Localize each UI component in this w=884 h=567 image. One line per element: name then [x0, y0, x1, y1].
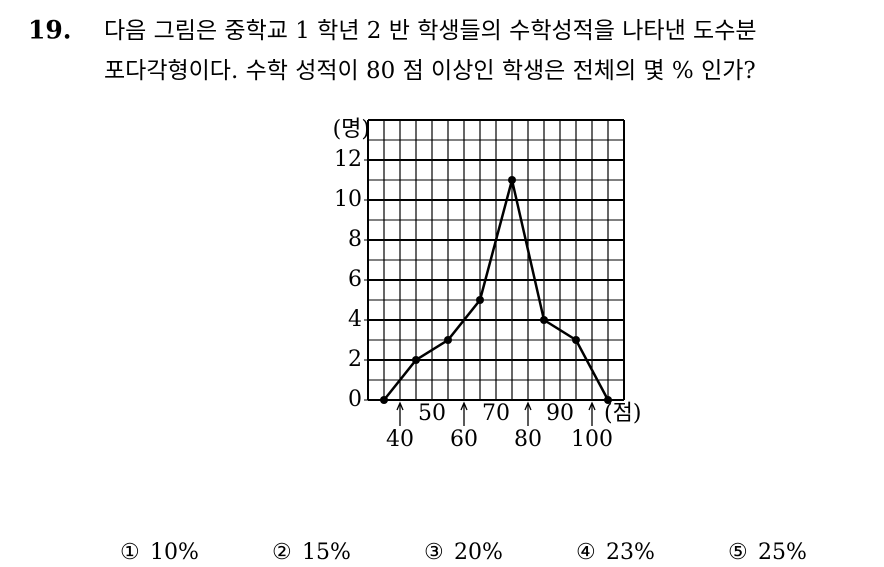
choice-text: 10%: [150, 540, 199, 565]
y-tick-label: 2: [348, 347, 362, 372]
y-tick-label: 4: [348, 307, 362, 332]
x-tick-arrowhead: [460, 401, 468, 411]
frequency-polygon: [383, 179, 610, 401]
choice-mark: ⑤: [728, 540, 748, 565]
data-point: [540, 316, 548, 324]
x-tick-arrowhead: [524, 401, 532, 411]
data-point: [476, 296, 484, 304]
x-axis-label: (점): [604, 401, 641, 426]
question-number: 19.: [28, 16, 72, 45]
choice-mark: ①: [120, 540, 140, 565]
x-tick-label: 70: [482, 401, 510, 426]
y-axis-label: (명): [333, 117, 370, 142]
y-tick-label: 12: [334, 147, 362, 172]
data-point: [572, 336, 580, 344]
question-line: 포다각형이다. 수학 성적이 80 점 이상인 학생은 전체의 몇 % 인가?: [104, 58, 756, 84]
choice-mark: ③: [424, 540, 444, 565]
choice-text: 25%: [758, 540, 807, 565]
x-tick-label: 80: [514, 427, 542, 452]
x-tick-label: 50: [418, 401, 446, 426]
y-tick-label: 6: [348, 267, 362, 292]
choice-text: 23%: [606, 540, 655, 565]
x-tick-label: 100: [571, 427, 613, 452]
question-line: 다음 그림은 중학교 1 학년 2 반 학생들의 수학성적을 나타낸 도수분: [104, 18, 757, 44]
choice-mark: ④: [576, 540, 596, 565]
x-tick-arrowhead: [396, 401, 404, 411]
data-point: [380, 396, 388, 404]
data-point: [508, 176, 516, 184]
data-point: [412, 356, 420, 364]
choice-text: 15%: [302, 540, 351, 565]
data-point: [604, 396, 612, 404]
x-tick-label: 90: [546, 401, 574, 426]
x-tick-label: 60: [450, 427, 478, 452]
choice-text: 20%: [454, 540, 503, 565]
choice-mark: ②: [272, 540, 292, 565]
y-tick-label: 10: [334, 187, 362, 212]
x-tick-arrowhead: [588, 401, 596, 411]
y-tick-label: 8: [348, 227, 362, 252]
y-tick-label: 0: [348, 387, 362, 412]
x-tick-label: 40: [386, 427, 414, 452]
data-point: [444, 336, 452, 344]
